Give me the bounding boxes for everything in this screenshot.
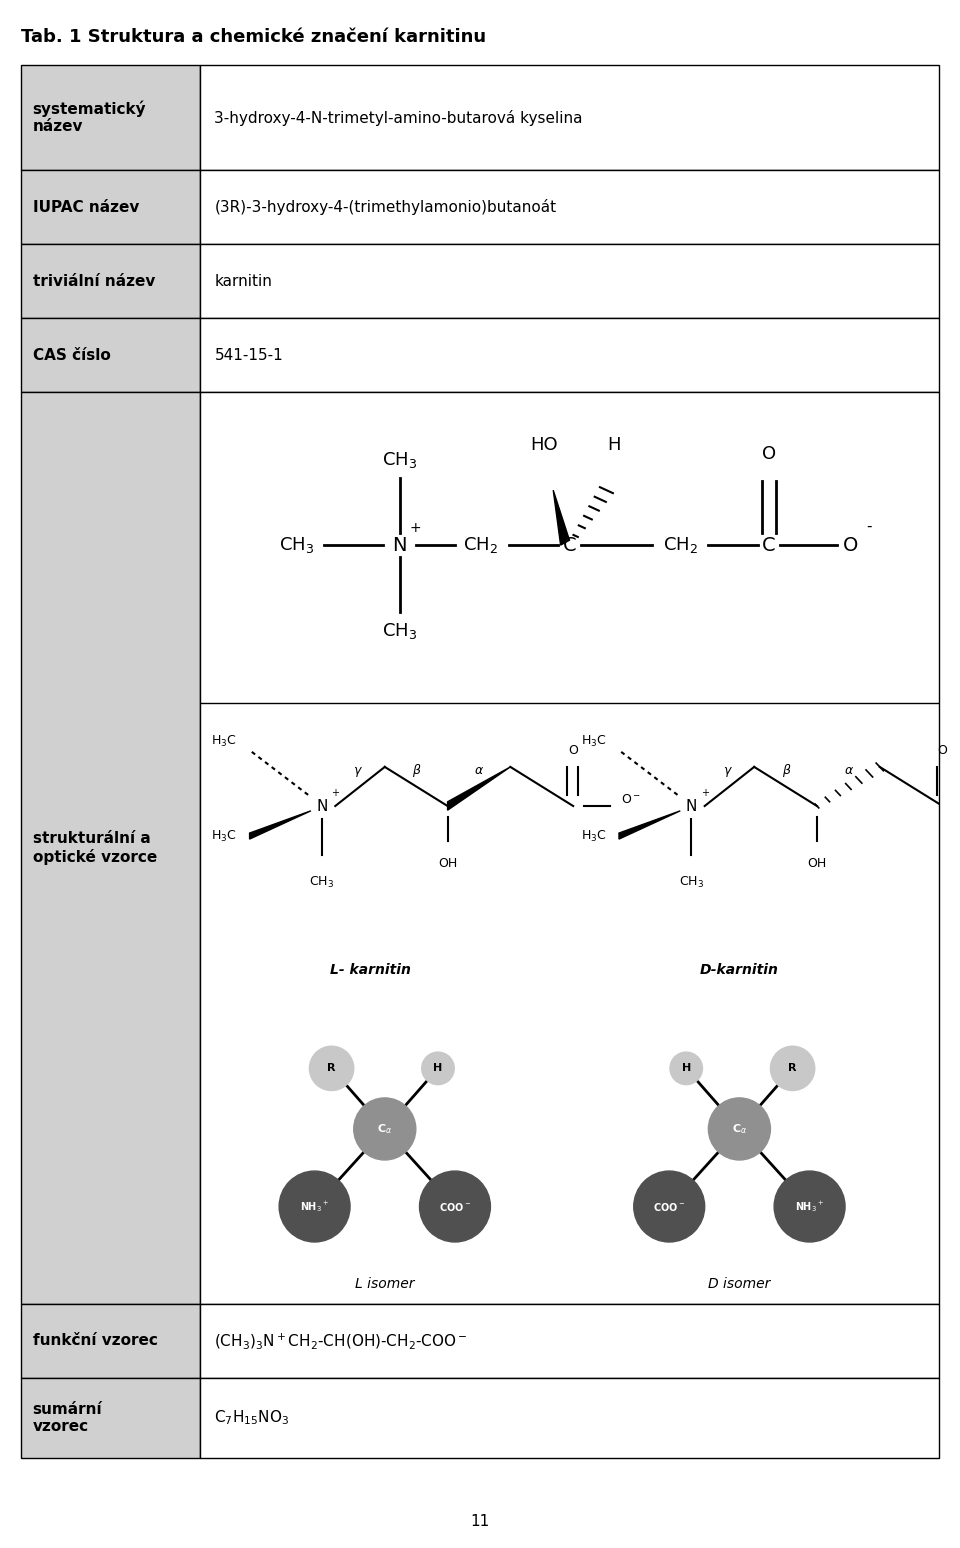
Text: N: N (316, 799, 327, 814)
Text: CH$_2$: CH$_2$ (464, 536, 498, 556)
Text: N: N (393, 536, 407, 554)
Bar (200, 393, 939, 1303)
Text: OH: OH (438, 858, 457, 870)
Circle shape (634, 1172, 705, 1241)
Text: CH$_3$: CH$_3$ (679, 875, 704, 890)
Text: CH$_3$: CH$_3$ (309, 875, 334, 890)
Polygon shape (447, 766, 511, 810)
Circle shape (421, 1053, 454, 1085)
Text: funkční vzorec: funkční vzorec (33, 1333, 157, 1348)
Text: Tab. 1 Struktura a chemické značení karnitinu: Tab. 1 Struktura a chemické značení karn… (21, 28, 487, 46)
Circle shape (279, 1172, 350, 1241)
Text: 3-hydroxy-4-N-trimetyl-amino-butarová kyselina: 3-hydroxy-4-N-trimetyl-amino-butarová ky… (214, 110, 583, 125)
Text: triviální název: triviální název (33, 274, 155, 289)
Text: systematický
název: systematický název (33, 101, 146, 135)
Bar (21, 393, 200, 1303)
Text: H$_3$C: H$_3$C (211, 734, 237, 749)
Text: H$_3$C: H$_3$C (581, 828, 606, 844)
Text: C: C (762, 536, 776, 554)
Text: CH$_2$: CH$_2$ (662, 536, 698, 556)
Text: β: β (412, 765, 420, 777)
Circle shape (420, 1172, 491, 1241)
Bar (21, 170, 200, 245)
Text: -: - (866, 519, 872, 534)
Text: L isomer: L isomer (355, 1277, 415, 1291)
Text: D-karnitin: D-karnitin (700, 963, 779, 977)
Text: 541-15-1: 541-15-1 (214, 348, 283, 362)
Text: R: R (327, 1063, 336, 1073)
Text: H$_3$C: H$_3$C (211, 828, 237, 844)
Text: COO$^-$: COO$^-$ (653, 1201, 685, 1212)
Bar (21, 1303, 200, 1378)
Bar (200, 1378, 939, 1458)
Bar (200, 245, 939, 319)
Bar (200, 1303, 939, 1378)
Bar (21, 1378, 200, 1458)
Text: HO: HO (530, 435, 558, 454)
Text: O: O (568, 743, 578, 757)
Text: β: β (781, 765, 789, 777)
Circle shape (774, 1172, 845, 1241)
Text: γ: γ (723, 765, 731, 777)
Text: (3R)-3-hydroxy-4-(trimethylamonio)butanoát: (3R)-3-hydroxy-4-(trimethylamonio)butano… (214, 200, 557, 215)
Text: H: H (433, 1063, 443, 1073)
Text: (CH$_3$)$_3$N$^+$CH$_2$-CH(OH)-CH$_2$-COO$^-$: (CH$_3$)$_3$N$^+$CH$_2$-CH(OH)-CH$_2$-CO… (214, 1331, 468, 1351)
Bar (21, 65, 200, 170)
Text: N: N (685, 799, 697, 814)
Bar (200, 319, 939, 393)
Text: NH$_3$$^+$: NH$_3$$^+$ (300, 1200, 329, 1214)
Text: CAS číslo: CAS číslo (33, 348, 110, 362)
Polygon shape (553, 491, 569, 545)
Text: H: H (607, 435, 620, 454)
Text: CH$_3$: CH$_3$ (382, 449, 418, 469)
Text: sumární
vzorec: sumární vzorec (33, 1402, 103, 1435)
Text: H: H (682, 1063, 691, 1073)
Text: γ: γ (353, 765, 361, 777)
Polygon shape (619, 811, 681, 839)
Text: COO$^-$: COO$^-$ (439, 1201, 471, 1212)
Bar (200, 170, 939, 245)
Text: O$^-$: O$^-$ (621, 794, 641, 807)
Text: +: + (701, 788, 708, 797)
Text: OH: OH (807, 858, 827, 870)
Text: IUPAC název: IUPAC název (33, 200, 139, 215)
Text: C$_\alpha$: C$_\alpha$ (732, 1122, 747, 1136)
Text: NH$_3$$^+$: NH$_3$$^+$ (795, 1200, 824, 1214)
Text: strukturální a
optické vzorce: strukturální a optické vzorce (33, 831, 156, 865)
Text: D isomer: D isomer (708, 1277, 771, 1291)
Text: C$_7$H$_{15}$NO$_3$: C$_7$H$_{15}$NO$_3$ (214, 1409, 290, 1427)
Text: +: + (331, 788, 339, 797)
Text: O: O (843, 536, 858, 554)
Text: C: C (563, 536, 576, 554)
Text: L- karnitin: L- karnitin (329, 963, 411, 977)
Text: H$_3$C: H$_3$C (581, 734, 606, 749)
Circle shape (353, 1098, 416, 1159)
Text: CH$_3$: CH$_3$ (382, 621, 418, 641)
Text: 11: 11 (470, 1514, 490, 1529)
Text: CH$_3$: CH$_3$ (278, 536, 314, 556)
Text: α: α (844, 765, 852, 777)
Bar (21, 319, 200, 393)
Circle shape (670, 1053, 703, 1085)
Text: karnitin: karnitin (214, 274, 273, 289)
Bar (200, 65, 939, 170)
Circle shape (771, 1046, 815, 1090)
Circle shape (309, 1046, 353, 1090)
Polygon shape (250, 811, 311, 839)
Text: α: α (475, 765, 483, 777)
Bar (21, 245, 200, 319)
Text: C$_\alpha$: C$_\alpha$ (377, 1122, 393, 1136)
Text: O: O (938, 743, 948, 757)
Text: R: R (788, 1063, 797, 1073)
Text: O: O (762, 444, 776, 463)
Text: +: + (410, 522, 421, 536)
Circle shape (708, 1098, 771, 1159)
